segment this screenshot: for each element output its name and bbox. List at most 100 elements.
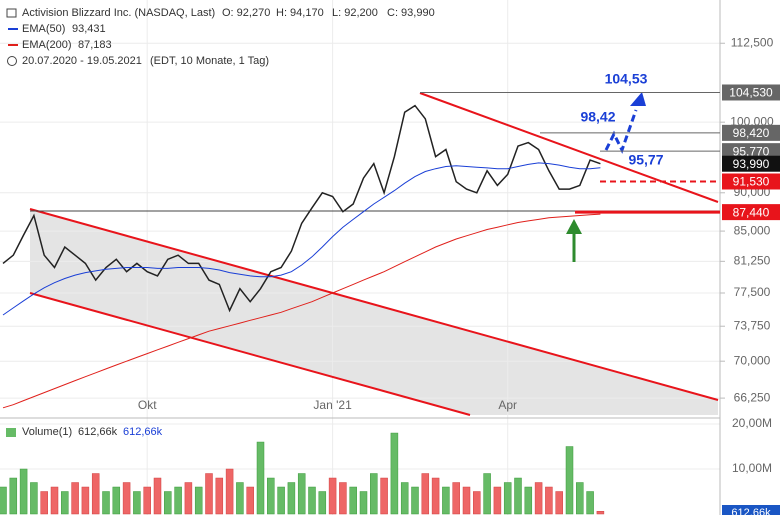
ohlc: C: 93,990	[387, 7, 435, 19]
price-tag-label: 91,530	[733, 175, 770, 189]
volume-bar	[143, 486, 151, 515]
arrow-head	[630, 92, 646, 106]
y-tick-label: 85,000	[734, 223, 771, 237]
volume-bar	[112, 486, 121, 515]
y-tick-label: 112,500	[731, 35, 774, 49]
volume-bar	[503, 482, 512, 515]
volume-bar	[576, 482, 584, 515]
volume-tag-label: 612,66k	[731, 507, 771, 515]
volume-bar	[122, 482, 131, 515]
icon	[6, 8, 17, 18]
y-tick-label: 100,000	[730, 114, 774, 128]
volume-bar	[287, 482, 296, 515]
y-tick-label: 20,00M	[732, 416, 772, 430]
price-tag-label: 98,420	[733, 126, 770, 140]
ema-line	[2, 162, 601, 316]
ohlc: O: 92,270	[222, 7, 270, 19]
volume-bar	[473, 491, 481, 515]
volume-bar	[421, 473, 430, 515]
volume-bar	[308, 486, 316, 515]
price-tag	[722, 155, 780, 172]
volume-bar	[225, 468, 234, 515]
volume-bar	[194, 486, 203, 515]
volume-bar	[50, 486, 59, 515]
price-tag-label: 87,440	[733, 205, 770, 219]
volume-bar	[267, 477, 275, 515]
y-tick-label: 77,500	[734, 285, 771, 299]
volume-bar	[297, 473, 306, 515]
volume-bar	[359, 491, 368, 515]
volume-bar	[411, 486, 419, 515]
period: 20.07.2020 - 19.05.2021	[22, 55, 142, 67]
volume-bar	[9, 477, 18, 515]
volume-bar	[380, 477, 388, 515]
price-tag	[722, 204, 780, 221]
volume-bar	[102, 491, 110, 515]
volume-bar	[246, 486, 254, 515]
volume-bar	[174, 486, 182, 515]
volume-bar	[61, 491, 69, 515]
legend-label: EMA(50)	[22, 23, 65, 35]
channel-fill	[30, 209, 718, 415]
icon	[7, 56, 17, 66]
x-tick-label: Jan '21	[313, 398, 352, 412]
y-tick-label: 10,00M	[732, 461, 772, 475]
volume-bar	[256, 441, 265, 515]
x-tick-label: Apr	[498, 398, 517, 412]
price-tag	[722, 143, 780, 160]
title: Activision Blizzard Inc. (NASDAQ, Last)	[22, 7, 215, 19]
volume-bar	[586, 491, 594, 515]
legend-value: 87,183	[78, 39, 112, 51]
price-tag	[722, 84, 780, 101]
y-tick-label: 70,000	[734, 353, 771, 367]
trend-line	[29, 292, 471, 416]
volume-bar	[71, 482, 79, 515]
y-tick-label: 66,250	[734, 390, 771, 404]
volume-bar	[431, 477, 440, 515]
legend-label: EMA(200)	[22, 39, 72, 51]
volume-bar	[30, 482, 38, 515]
volume-bar	[370, 473, 378, 515]
volume-bar	[81, 486, 90, 515]
price-tag	[722, 173, 780, 190]
volume-bar	[184, 482, 193, 515]
arrow-head	[566, 219, 582, 234]
volume-bar	[452, 482, 460, 515]
volume-bar	[215, 477, 224, 515]
volume-bar	[349, 486, 357, 515]
price-tag-label: 104,530	[729, 86, 773, 100]
price-line	[2, 104, 601, 313]
volume-title: Volume(1)	[22, 426, 72, 438]
price-tag	[722, 124, 780, 141]
volume-bar	[400, 482, 409, 515]
volume-bar	[462, 486, 471, 515]
volume-bar	[328, 477, 337, 515]
legend-value: 93,431	[72, 23, 106, 35]
x-tick-label: Okt	[138, 398, 157, 412]
volume-bar	[596, 510, 605, 515]
volume-tag	[722, 505, 780, 515]
ema-line	[2, 213, 601, 409]
plot: 66,25070,00073,75077,50081,25085,00090,0…	[0, 35, 780, 515]
icon	[6, 428, 16, 437]
annotation: 98,42	[580, 109, 615, 125]
volume-bar	[534, 482, 543, 515]
volume-bar	[442, 486, 450, 515]
volume-bar	[0, 486, 7, 515]
volume-bar	[565, 446, 574, 515]
price-tag-label: 93,990	[733, 157, 770, 171]
volume-bar	[164, 491, 172, 515]
volume-bar	[153, 477, 162, 515]
volume-bar	[318, 491, 327, 515]
price-tag-label: 95,770	[733, 144, 770, 158]
volume-value: 612,66k	[123, 426, 163, 438]
y-tick-label: 73,750	[734, 318, 771, 332]
volume-bar	[19, 468, 28, 515]
trend-line	[419, 92, 719, 203]
grid	[0, 0, 720, 515]
volume-bar	[40, 491, 48, 515]
volume-bar	[205, 473, 213, 515]
volume-bar	[524, 486, 533, 515]
volume-bar	[493, 486, 502, 515]
volume-bar	[277, 486, 285, 515]
